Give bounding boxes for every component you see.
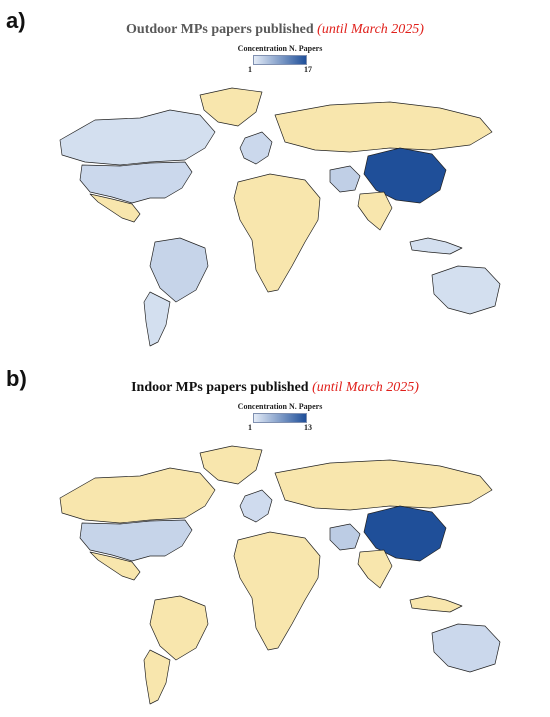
country-usa bbox=[79, 519, 193, 562]
map-title: Outdoor MPs papers published (until Marc… bbox=[0, 22, 550, 38]
country-indonesia bbox=[409, 595, 463, 613]
world-map bbox=[59, 87, 501, 347]
country-brazil bbox=[149, 237, 209, 303]
country-india bbox=[357, 191, 393, 231]
title-subtitle: (until March 2025) bbox=[312, 380, 419, 395]
title-subtitle: (until March 2025) bbox=[317, 22, 424, 37]
country-argentina bbox=[143, 649, 171, 705]
legend-title: Concentration N. Papers bbox=[237, 402, 323, 411]
legend: Concentration N. Papers 1 17 bbox=[170, 44, 390, 75]
country-india bbox=[357, 549, 393, 589]
panel-outdoor: a) Outdoor MPs papers published (until M… bbox=[0, 0, 550, 350]
legend: Concentration N. Papers 1 13 bbox=[170, 402, 390, 433]
country-canada bbox=[59, 467, 216, 524]
legend-max: 13 bbox=[304, 423, 312, 432]
legend-min: 1 bbox=[248, 423, 252, 432]
country-china bbox=[363, 147, 447, 204]
country-western-europe bbox=[239, 131, 273, 165]
legend-color-bar bbox=[253, 55, 307, 65]
country-africa bbox=[233, 531, 321, 651]
country-indonesia bbox=[409, 237, 463, 255]
country-canada bbox=[59, 109, 216, 166]
legend-ticks: 1 13 bbox=[240, 423, 320, 433]
country-russia bbox=[274, 101, 493, 153]
legend-min: 1 bbox=[248, 65, 252, 74]
country-argentina bbox=[143, 291, 171, 347]
country-australia bbox=[431, 265, 501, 315]
country-mexico bbox=[89, 551, 141, 581]
country-greenland bbox=[199, 445, 263, 485]
country-australia bbox=[431, 623, 501, 673]
country-china bbox=[363, 505, 447, 562]
legend-title: Concentration N. Papers bbox=[237, 44, 323, 53]
country-greenland bbox=[199, 87, 263, 127]
country-usa bbox=[79, 161, 193, 204]
panel-indoor: b) Indoor MPs papers published (until Ma… bbox=[0, 358, 550, 708]
legend-color-bar bbox=[253, 413, 307, 423]
legend-max: 17 bbox=[304, 65, 312, 74]
country-iran bbox=[329, 165, 361, 193]
country-mexico bbox=[89, 193, 141, 223]
title-main: Indoor MPs papers published bbox=[131, 380, 309, 395]
panel-letter: a) bbox=[6, 8, 26, 33]
title-main: Outdoor MPs papers published bbox=[126, 22, 314, 37]
country-western-europe bbox=[239, 489, 273, 523]
country-brazil bbox=[149, 595, 209, 661]
legend-ticks: 1 17 bbox=[240, 65, 320, 75]
country-iran bbox=[329, 523, 361, 551]
world-map bbox=[59, 445, 501, 705]
panel-letter: b) bbox=[6, 366, 27, 391]
country-russia bbox=[274, 459, 493, 511]
country-africa bbox=[233, 173, 321, 293]
map-title: Indoor MPs papers published (until March… bbox=[0, 380, 550, 396]
